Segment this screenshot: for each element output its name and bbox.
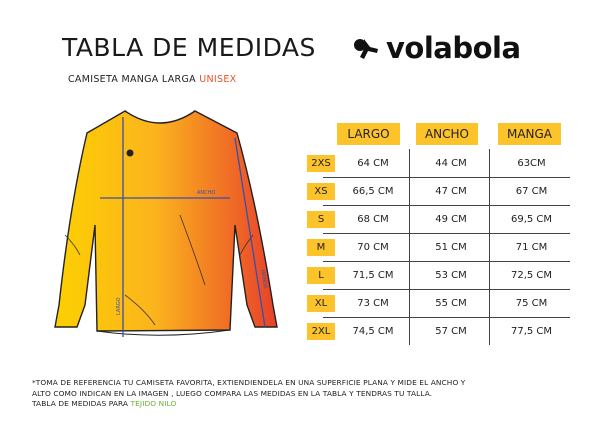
ancho-value: 47 CM bbox=[435, 186, 467, 197]
manga-value: 71 CM bbox=[515, 242, 548, 253]
brand-name: volabola bbox=[386, 31, 521, 65]
size-label: XL bbox=[307, 295, 335, 312]
row-divider bbox=[323, 261, 570, 262]
ancho-value: 49 CM bbox=[435, 214, 467, 225]
size-label: L bbox=[307, 267, 335, 284]
subtitle-unisex: UNISEX bbox=[199, 74, 237, 85]
row-divider bbox=[323, 233, 570, 234]
note-line-3: TABLA DE MEDIDAS PARA TEJIDO NILO bbox=[32, 399, 572, 410]
fabric-name: TEJIDO NILO bbox=[130, 399, 177, 408]
largo-value: 70 CM bbox=[357, 242, 389, 253]
size-label: XS bbox=[307, 183, 335, 200]
size-label: 2XL bbox=[307, 323, 335, 340]
column-header-largo: LARGO bbox=[337, 123, 400, 145]
note-line-1: *TOMA DE REFERENCIA TU CAMISETA FAVORITA… bbox=[32, 378, 466, 387]
column-header-ancho: ANCHO bbox=[416, 123, 478, 145]
table-row: M 70 CM 51 CM 71 CM bbox=[305, 233, 570, 261]
manga-value: 77,5 CM bbox=[510, 326, 553, 337]
largo-label: LARGO bbox=[116, 297, 122, 315]
largo-value: 71,5 CM bbox=[352, 270, 394, 281]
measurement-note: *TOMA DE REFERENCIA TU CAMISETA FAVORITA… bbox=[32, 378, 572, 410]
note-line-2: ALTO COMO INDICAN EN LA IMAGEN , LUEGO C… bbox=[32, 388, 433, 398]
largo-value: 64 CM bbox=[357, 158, 389, 169]
column-divider bbox=[409, 149, 410, 345]
column-divider bbox=[489, 149, 490, 345]
largo-value: 73 CM bbox=[357, 298, 389, 309]
ancho-value: 44 CM bbox=[435, 158, 467, 169]
manga-value: 67 CM bbox=[515, 186, 548, 197]
manga-value: 72,5 CM bbox=[510, 270, 553, 281]
fabric-prefix: TABLA DE MEDIDAS PARA bbox=[32, 399, 129, 408]
largo-value: 74,5 CM bbox=[352, 326, 394, 337]
row-divider bbox=[323, 317, 570, 318]
table-row: XL 73 CM 55 CM 75 CM bbox=[305, 289, 570, 317]
largo-value: 68 CM bbox=[357, 214, 389, 225]
column-header-manga: MANGA bbox=[498, 123, 561, 145]
table-row: XS 66,5 CM 47 CM 67 CM bbox=[305, 177, 570, 205]
ancho-value: 51 CM bbox=[435, 242, 467, 253]
largo-value: 66,5 CM bbox=[352, 186, 394, 197]
table-row: 2XS 64 CM 44 CM 63CM bbox=[305, 149, 570, 177]
brand-mark-icon bbox=[354, 39, 378, 59]
brand-logo: volabola bbox=[352, 30, 521, 66]
subtitle: CAMISETA MANGA LARGA UNISEX bbox=[68, 74, 236, 85]
ancho-value: 57 CM bbox=[435, 326, 467, 337]
table-row: L 71,5 CM 53 CM 72,5 CM bbox=[305, 261, 570, 289]
ancho-label: ANCHO bbox=[197, 190, 215, 196]
row-divider bbox=[323, 289, 570, 290]
page-title: TABLA DE MEDIDAS bbox=[62, 33, 316, 62]
manga-value: 75 CM bbox=[515, 298, 548, 309]
table-row: S 68 CM 49 CM 69,5 CM bbox=[305, 205, 570, 233]
size-label: M bbox=[307, 239, 335, 256]
size-label: 2XS bbox=[307, 155, 335, 172]
shirt-diagram: ANCHO LARGO MANGA bbox=[25, 105, 295, 350]
table-row: 2XL 74,5 CM 57 CM 77,5 CM bbox=[305, 317, 570, 345]
manga-value: 63CM bbox=[517, 158, 546, 169]
ancho-value: 55 CM bbox=[435, 298, 467, 309]
manga-label: MANGA bbox=[259, 269, 268, 289]
row-divider bbox=[323, 177, 570, 178]
size-label: S bbox=[307, 211, 335, 228]
row-divider bbox=[323, 205, 570, 206]
ancho-value: 53 CM bbox=[435, 270, 467, 281]
subtitle-product: CAMISETA MANGA LARGA bbox=[68, 74, 196, 85]
manga-value: 69,5 CM bbox=[510, 214, 553, 225]
